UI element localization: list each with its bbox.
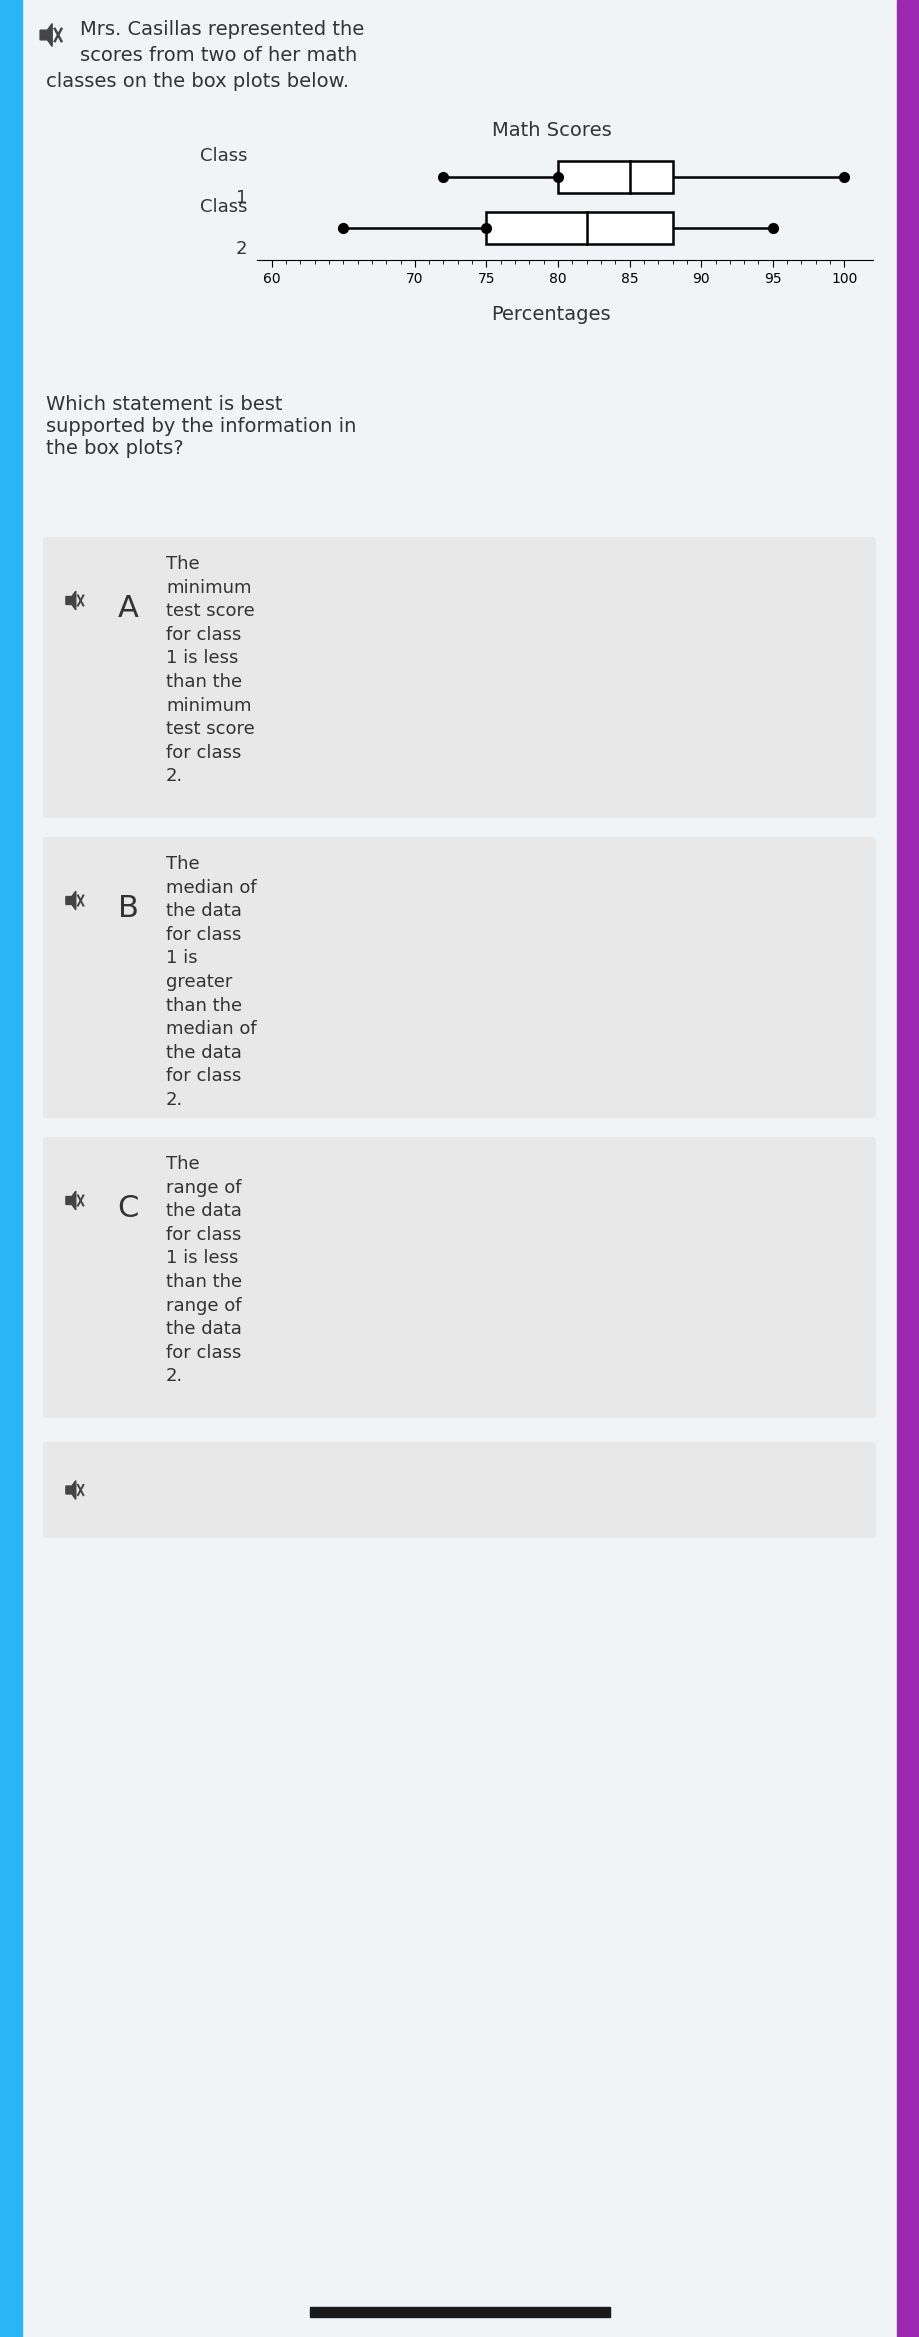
Polygon shape bbox=[40, 23, 52, 47]
Text: Mrs. Casillas represented the: Mrs. Casillas represented the bbox=[80, 21, 364, 40]
FancyBboxPatch shape bbox=[43, 1442, 876, 1538]
Text: B: B bbox=[118, 895, 139, 923]
Text: A: A bbox=[118, 594, 139, 624]
Text: The
minimum
test score
for class
1 is less
than the
minimum
test score
for class: The minimum test score for class 1 is le… bbox=[166, 554, 255, 785]
Text: Math Scores: Math Scores bbox=[492, 122, 611, 140]
FancyBboxPatch shape bbox=[43, 837, 876, 1117]
Text: Class: Class bbox=[199, 147, 247, 166]
Bar bbox=[558, 161, 673, 194]
FancyBboxPatch shape bbox=[43, 1138, 876, 1419]
Bar bbox=[897, 0, 919, 2337]
Polygon shape bbox=[66, 1482, 75, 1500]
Polygon shape bbox=[66, 591, 75, 610]
Polygon shape bbox=[66, 1192, 75, 1211]
Text: Percentages: Percentages bbox=[492, 306, 611, 325]
Text: The
median of
the data
for class
1 is
greater
than the
median of
the data
for cl: The median of the data for class 1 is gr… bbox=[166, 855, 256, 1110]
Text: C: C bbox=[118, 1194, 139, 1222]
Text: classes on the box plots below.: classes on the box plots below. bbox=[46, 72, 349, 91]
Bar bbox=[486, 213, 673, 243]
Text: 1: 1 bbox=[236, 189, 247, 208]
Polygon shape bbox=[66, 890, 75, 909]
FancyBboxPatch shape bbox=[43, 538, 876, 818]
Text: scores from two of her math: scores from two of her math bbox=[80, 47, 357, 65]
Text: 2: 2 bbox=[236, 241, 247, 257]
Bar bbox=[0, 0, 22, 2337]
Text: Class: Class bbox=[199, 199, 247, 215]
Bar bbox=[310, 2307, 609, 2316]
Text: Which statement is best
supported by the information in
the box plots?: Which statement is best supported by the… bbox=[46, 395, 357, 458]
Text: The
range of
the data
for class
1 is less
than the
range of
the data
for class
2: The range of the data for class 1 is les… bbox=[166, 1154, 242, 1386]
